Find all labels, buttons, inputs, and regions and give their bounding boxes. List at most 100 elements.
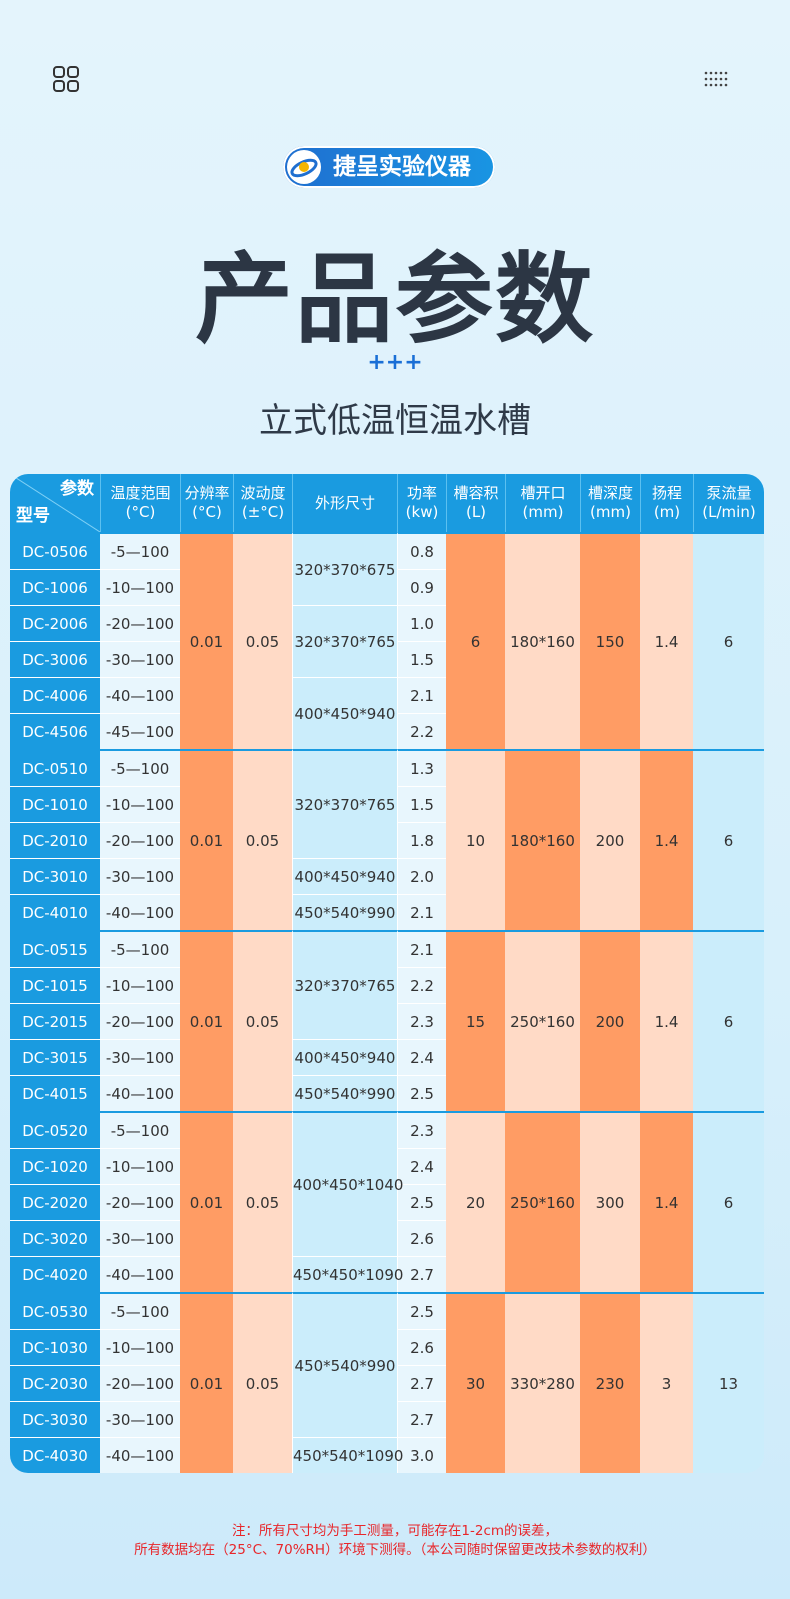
row: DC-0510 -5—100 0.01 0.05 320*370*765 1.3 10 180… [10,749,764,930]
dimensions: 450*450*1090 [292,1256,403,1292]
power: 1.5 [397,786,446,822]
column-header: 波动度 (±°C) [233,474,292,532]
spec-table: 参数 型号 温度范围 (°C) 分辨率 (°C) 波动度 (±°C) 外形尺寸 功率 (kw) 槽… [10,474,764,1473]
depth: 150 [580,532,640,749]
dimensions: 400*450*940 [292,858,397,894]
row: DC-0520 -5—100 0.01 0.05 400*450*1040 2.3 20 25… [10,1111,764,1292]
row: DC-3030 -30—100 2.7 [10,1401,764,1437]
temperature: -20—100 [100,1003,180,1039]
temperature: -30—100 [100,1039,180,1075]
model: DC-3010 [10,858,100,894]
model: DC-0530 [10,1292,100,1329]
head: 1.4 [640,532,693,749]
row: DC-4020 -40—100 450*450*1090 2.7 [10,1256,764,1292]
header-line: (°C) [192,503,222,521]
volume: 20 [446,1111,505,1292]
row: DC-2030 -20—100 2.7 [10,1365,764,1401]
volume: 30 [446,1292,505,1473]
row: DC-4006 -40—100 400*450*940 2.1 [10,677,764,749]
temperature: -30—100 [100,858,180,894]
header-line: 扬程 [651,484,682,502]
model: DC-2020 [10,1184,100,1220]
row: DC-2015 -20—100 2.3 [10,1003,764,1039]
power: 2.5 [397,1075,446,1111]
model: DC-1030 [10,1329,100,1365]
power: 1.5 [397,641,446,677]
dimensions: 450*540*1090 [292,1437,403,1473]
fluctuation: 0.05 [233,1111,292,1292]
model: DC-0510 [10,749,100,786]
depth: 200 [580,749,640,930]
row: DC-0530 -5—100 0.01 0.05 450*540*990 2.5 30 330… [10,1292,764,1473]
corner-bottom: 型号 [16,506,50,526]
power: 3.0 [397,1437,446,1473]
row: DC-4010 -40—100 450*540*990 2.1 [10,894,764,930]
temperature: -30—100 [100,1220,180,1256]
temperature: -5—100 [100,1111,180,1148]
column-header: 槽开口 (mm) [505,474,580,532]
group: DC-0520 -5—100 0.01 0.05 400*450*1040 2.3 20 25… [10,1111,764,1292]
power: 2.1 [397,894,446,930]
row: DC-1015 -10—100 2.2 [10,967,764,1003]
corner-top: 参数 [60,479,94,499]
power: 2.4 [397,1148,446,1184]
row: DC-3006 -30—100 1.5 [10,641,764,677]
header-line: (±°C) [241,503,285,521]
model: DC-0515 [10,930,100,967]
opening: 180*160 [505,532,580,749]
model: DC-0506 [10,532,100,569]
power: 2.6 [397,1329,446,1365]
row: DC-2006 -20—100 320*370*765 1.0 [10,605,764,677]
row: DC-4506 -45—100 2.2 [10,713,764,749]
fluctuation: 0.05 [233,1292,292,1473]
row: DC-0506 -5—100 0.01 0.05 320*370*675 0.8 6 180*… [10,532,764,749]
temperature: -30—100 [100,1401,180,1437]
column-header: 扬程 (m) [640,474,693,532]
temperature: -45—100 [100,713,180,749]
dimensions: 400*450*1040 [292,1111,403,1256]
dimensions: 450*540*990 [292,1292,397,1437]
model: DC-4506 [10,713,100,749]
header-line: 槽开口 [520,484,566,502]
temperature: -10—100 [100,967,180,1003]
menu-icon[interactable] [53,66,80,93]
opening: 250*160 [505,1111,580,1292]
flow: 6 [693,532,764,749]
power: 2.3 [397,1111,446,1148]
temperature: -20—100 [100,822,180,858]
corner: 参数 型号 [10,474,100,532]
dimensions: 400*450*940 [292,677,397,749]
header-line: 槽容积 [453,484,499,502]
header-line: 分辨率 [184,484,230,502]
temperature: -10—100 [100,786,180,822]
row: DC-1020 -10—100 2.4 [10,1148,764,1184]
temperature: -40—100 [100,677,180,713]
row: DC-3010 -30—100 400*450*940 2.0 [10,858,764,894]
fluctuation: 0.05 [233,532,292,749]
decoration: +++ [367,350,423,375]
resolution: 0.01 [180,1111,233,1292]
dimensions: 320*370*675 [292,532,397,605]
model: DC-3030 [10,1401,100,1437]
power: 2.4 [397,1039,446,1075]
row: DC-1030 -10—100 2.6 [10,1329,764,1365]
dimensions: 320*370*765 [292,930,397,1039]
resolution: 0.01 [180,930,233,1111]
row: DC-0515 -5—100 0.01 0.05 320*370*765 2.1 15 250… [10,930,764,1111]
dimensions: 450*540*990 [292,894,397,930]
model: DC-2015 [10,1003,100,1039]
column-header: 外形尺寸 [292,474,397,532]
model: DC-4030 [10,1437,100,1473]
more-icon[interactable] [704,71,728,88]
resolution: 0.01 [180,749,233,930]
temperature: -40—100 [100,1256,180,1292]
dimensions: 450*540*990 [292,1075,397,1111]
model: DC-4020 [10,1256,100,1292]
column-header: 功率 (kw) [397,474,446,532]
brand-logo [287,150,321,184]
temperature: -10—100 [100,1148,180,1184]
opening: 330*280 [505,1292,580,1473]
power: 0.9 [397,569,446,605]
power: 2.6 [397,1220,446,1256]
